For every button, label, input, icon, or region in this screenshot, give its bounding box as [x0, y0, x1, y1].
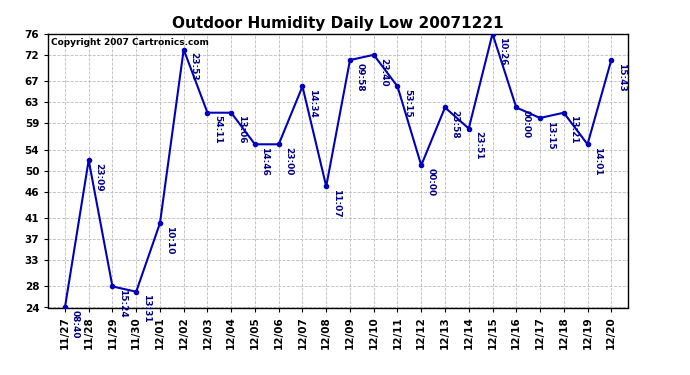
Text: 23:53: 23:53 — [189, 53, 198, 81]
Text: 00:00: 00:00 — [427, 168, 436, 196]
Text: 53:15: 53:15 — [403, 89, 412, 118]
Text: 13:21: 13:21 — [569, 116, 578, 144]
Text: 08:40: 08:40 — [70, 310, 79, 339]
Text: 13:31: 13:31 — [141, 294, 150, 323]
Text: 23:58: 23:58 — [451, 110, 460, 139]
Text: 23:09: 23:09 — [95, 163, 103, 192]
Text: 11:07: 11:07 — [332, 189, 341, 218]
Text: 13:15: 13:15 — [546, 121, 555, 149]
Text: 23:00: 23:00 — [284, 147, 293, 176]
Text: 00:00: 00:00 — [522, 110, 531, 138]
Text: Copyright 2007 Cartronics.com: Copyright 2007 Cartronics.com — [51, 38, 209, 47]
Text: 54:11: 54:11 — [213, 116, 222, 144]
Text: 15:43: 15:43 — [617, 63, 626, 92]
Title: Outdoor Humidity Daily Low 20071221: Outdoor Humidity Daily Low 20071221 — [172, 16, 504, 31]
Text: 13:06: 13:06 — [237, 116, 246, 144]
Text: 14:01: 14:01 — [593, 147, 602, 176]
Text: 09:58: 09:58 — [355, 63, 364, 92]
Text: 15:24: 15:24 — [118, 289, 127, 318]
Text: 10:26: 10:26 — [498, 36, 507, 65]
Text: 10:10: 10:10 — [166, 226, 175, 254]
Text: 23:51: 23:51 — [474, 131, 483, 160]
Text: 14:34: 14:34 — [308, 89, 317, 118]
Text: 23:40: 23:40 — [380, 58, 388, 86]
Text: 14:46: 14:46 — [261, 147, 270, 176]
